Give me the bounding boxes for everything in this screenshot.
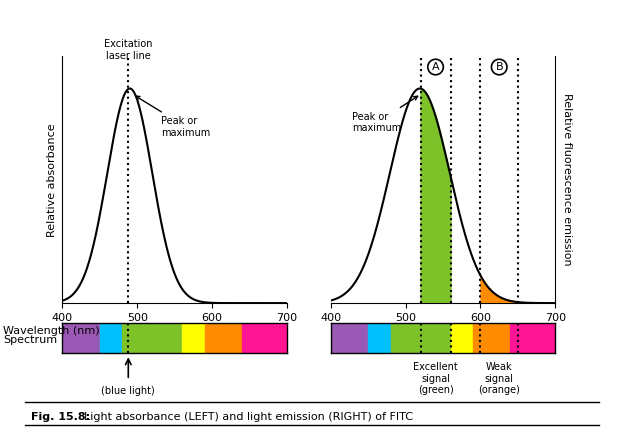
Bar: [368, 323, 391, 353]
Bar: [100, 323, 122, 353]
Text: (blue light): (blue light): [102, 386, 155, 396]
Bar: [510, 323, 555, 353]
Text: Excellent
signal
(green): Excellent signal (green): [413, 362, 458, 395]
Text: Weak
signal
(orange): Weak signal (orange): [478, 362, 520, 395]
Bar: [62, 323, 100, 353]
Text: Peak or
maximum: Peak or maximum: [353, 96, 417, 133]
Bar: [473, 323, 510, 353]
Text: B: B: [495, 62, 503, 72]
Text: Fig. 15.8:: Fig. 15.8:: [31, 412, 90, 422]
Bar: [182, 323, 205, 353]
Bar: [391, 323, 451, 353]
Y-axis label: Relative fluorescence emission: Relative fluorescence emission: [562, 94, 572, 266]
Text: Wavelength (nm): Wavelength (nm): [3, 326, 100, 336]
Y-axis label: Relative absorbance: Relative absorbance: [47, 123, 57, 236]
Text: Light absorbance (LEFT) and light emission (RIGHT) of FITC: Light absorbance (LEFT) and light emissi…: [84, 412, 413, 422]
Text: Spectrum: Spectrum: [3, 335, 57, 345]
Text: Peak or
maximum: Peak or maximum: [136, 96, 210, 138]
Text: Excitation
laser line: Excitation laser line: [104, 39, 152, 61]
Text: A: A: [432, 62, 439, 72]
Bar: [122, 323, 182, 353]
Bar: [205, 323, 242, 353]
Bar: [451, 323, 473, 353]
Bar: [331, 323, 368, 353]
Bar: [242, 323, 287, 353]
